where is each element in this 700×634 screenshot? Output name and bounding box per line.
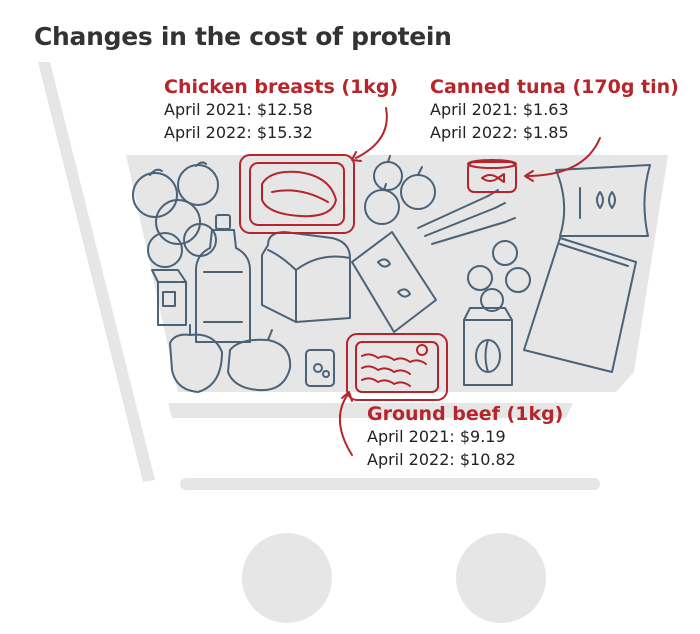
chicken-leader-line (355, 107, 388, 159)
cart-base-bar (180, 478, 600, 490)
callout-tuna-price-2021: April 2021: $1.63 (430, 100, 569, 119)
coffee-bag-icon (463, 307, 513, 386)
tuna-arrowhead (524, 170, 534, 182)
callout-canned-tuna: Canned tuna (170g tin) April 2021: $1.63… (430, 76, 679, 144)
callout-chicken-breasts: Chicken breasts (1kg) April 2021: $12.58… (164, 76, 398, 144)
cart-handle (38, 62, 155, 482)
oil-bottle-icon (195, 214, 251, 343)
flour-bag-icon (555, 164, 651, 237)
tuna-can-icon (467, 159, 517, 193)
onions-icon (364, 155, 436, 225)
callout-ground-beef: Ground beef (1kg) April 2021: $9.19 Apri… (367, 403, 563, 471)
milk-carton-icon (151, 269, 187, 326)
peppers-icon (169, 324, 292, 393)
cart-wheel-left (242, 533, 332, 623)
bread-loaf-icon (261, 231, 351, 323)
chicken-arrowhead (351, 151, 362, 162)
tuna-leader-line (525, 137, 601, 177)
callout-beef-price-2022: April 2022: $10.82 (367, 450, 516, 469)
oranges-icon (132, 161, 219, 268)
cart-lower-bar (168, 403, 573, 418)
callout-tuna-price-2022: April 2022: $1.85 (430, 123, 569, 142)
callout-tuna-name: Canned tuna (170g tin) (430, 76, 679, 98)
chicken-breast-icon (239, 154, 355, 234)
cereal-box-icon (523, 237, 637, 373)
page-title: Changes in the cost of protein (34, 22, 452, 51)
callout-beef-name: Ground beef (1kg) (367, 403, 564, 425)
ground-beef-icon (346, 333, 448, 401)
shopping-cart (38, 62, 668, 623)
cart-basket (126, 155, 668, 392)
callout-chicken-price-2022: April 2022: $15.32 (164, 123, 313, 142)
soup-can-icon (305, 349, 335, 387)
beef-arrowhead (341, 391, 353, 402)
cart-wheel-right (456, 533, 546, 623)
beef-leader-line (338, 393, 353, 456)
callout-beef-price-2021: April 2021: $9.19 (367, 427, 506, 446)
apples-icon (467, 240, 531, 312)
carrots-icon (417, 189, 516, 245)
callout-chicken-name: Chicken breasts (1kg) (164, 76, 399, 98)
callout-chicken-price-2021: April 2021: $12.58 (164, 100, 313, 119)
pasta-bag-icon (351, 231, 437, 333)
